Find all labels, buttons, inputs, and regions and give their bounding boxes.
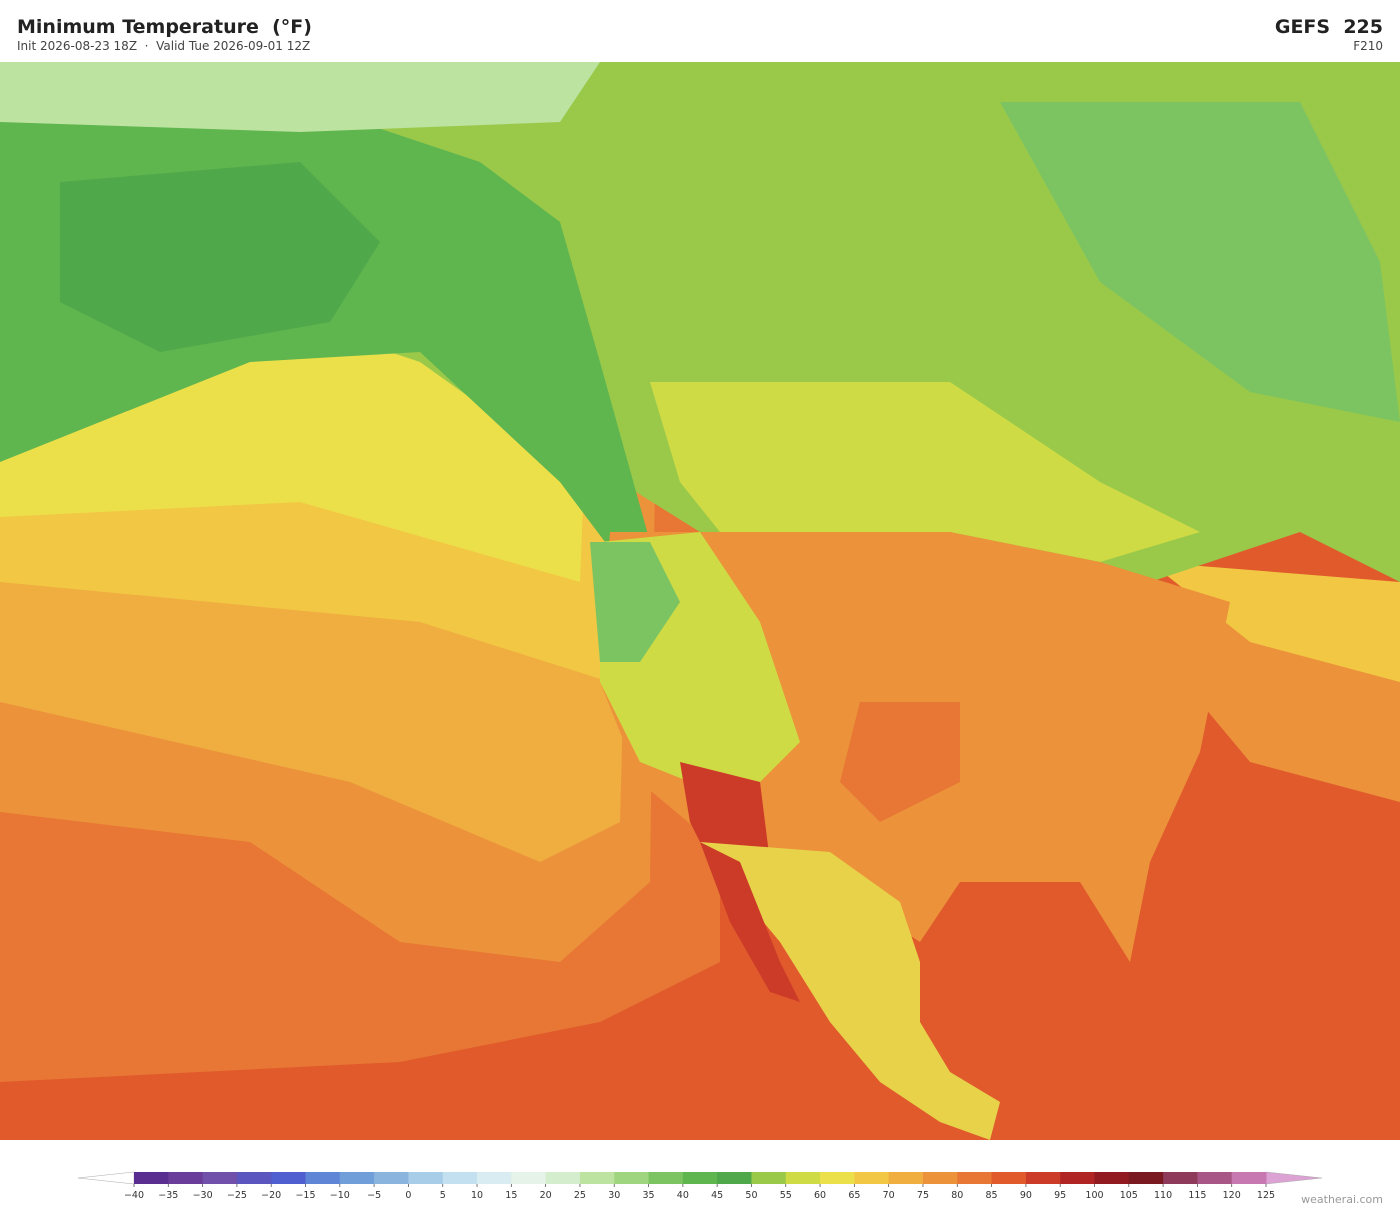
- colorbar-segment: [682, 1172, 718, 1184]
- colorbar-segment: [1094, 1172, 1130, 1184]
- colorbar-segment: [1231, 1172, 1267, 1184]
- colorbar-tick-label: 10: [471, 1190, 483, 1201]
- colorbar-tick-label: 70: [883, 1190, 895, 1201]
- land-warm: [840, 702, 960, 822]
- colorbar-tick-label: 120: [1223, 1190, 1241, 1201]
- colorbar-segment: [134, 1172, 169, 1184]
- colorbar-segment: [305, 1172, 341, 1184]
- colorbar-segment: [717, 1172, 752, 1184]
- title: Minimum Temperature (°F): [17, 16, 312, 38]
- colorbar-tick-label: 15: [505, 1190, 517, 1201]
- colorbar-segment: [442, 1172, 478, 1184]
- colorbar-segment: [271, 1172, 307, 1184]
- colorbar-tick-label: 115: [1188, 1190, 1206, 1201]
- colorbar-segment: [545, 1172, 581, 1184]
- colorbar-tick-label: 105: [1120, 1190, 1138, 1201]
- colorbar: −40 −35 −30 −25 −20 −15 −10 −5 0 5 10 15 20 25 30 35 40 4…: [77, 1171, 1323, 1201]
- colorbar-tick-label: −25: [227, 1190, 247, 1201]
- colorbar-tick-label: 0: [405, 1190, 411, 1201]
- colorbar-tick-label: −20: [261, 1190, 281, 1201]
- colorbar-segment: [614, 1172, 650, 1184]
- colorbar-tick-label: 20: [540, 1190, 552, 1201]
- colorbar-tick-label: 125: [1257, 1190, 1275, 1201]
- colorbar-tick-label: 45: [711, 1190, 723, 1201]
- colorbar-tick-label: −35: [158, 1190, 178, 1201]
- model-name: GEFS 225: [1274, 16, 1383, 38]
- colorbar-segment: [1025, 1172, 1061, 1184]
- ocean-band: [1150, 562, 1400, 682]
- land-cool: [590, 542, 680, 662]
- colorbar-tick-label: 30: [608, 1190, 620, 1201]
- colorbar-segment: [511, 1172, 547, 1184]
- colorbar-tick-label: −40: [124, 1190, 144, 1201]
- colorbar-segment: [888, 1172, 924, 1184]
- land-mild: [650, 382, 1200, 562]
- colorbar-tick-label: 75: [917, 1190, 929, 1201]
- colorbar-tick-label: 50: [745, 1190, 757, 1201]
- colorbar-segment: [339, 1172, 375, 1184]
- colorbar-segment: [1128, 1172, 1164, 1184]
- land-cool: [60, 162, 380, 352]
- colorbar-segment: [648, 1172, 684, 1184]
- colorbar-tick-label: −30: [193, 1190, 213, 1201]
- colorbar-tick-label: 65: [848, 1190, 860, 1201]
- colorbar-segment: [820, 1172, 855, 1184]
- colorbar-segment: [922, 1172, 958, 1184]
- colorbar-tick-label: 25: [574, 1190, 586, 1201]
- colorbar-tick-label: 80: [951, 1190, 963, 1201]
- colorbar-tick-label: 85: [986, 1190, 998, 1201]
- colorbar-segment: [1197, 1172, 1233, 1184]
- colorbar-segment: [579, 1172, 615, 1184]
- colorbar-tick-label: −15: [295, 1190, 315, 1201]
- colorbar-over: [1265, 1171, 1323, 1185]
- colorbar-segment: [374, 1172, 409, 1184]
- colorbar-tick-label: 35: [642, 1190, 654, 1201]
- land-cool: [0, 62, 600, 132]
- map: [0, 62, 1400, 1140]
- colorbar-segment: [408, 1172, 444, 1184]
- colorbar-segment: [785, 1172, 821, 1184]
- colorbar-tick-label: 5: [440, 1190, 446, 1201]
- colorbar-segment: [236, 1172, 272, 1184]
- land-mild: [700, 842, 1000, 1140]
- land-cool: [1000, 102, 1400, 422]
- colorbar-tick-label: 110: [1154, 1190, 1172, 1201]
- colorbar-segment: [751, 1172, 787, 1184]
- colorbar-segment: [1163, 1172, 1198, 1184]
- colorbar-tick-label: 60: [814, 1190, 826, 1201]
- colorbar-segment: [477, 1172, 512, 1184]
- colorbar-tick-label: 95: [1054, 1190, 1066, 1201]
- colorbar-tick-label: 40: [677, 1190, 689, 1201]
- colorbar-segment: [1060, 1172, 1095, 1184]
- credit: weatherai.com: [1301, 1193, 1383, 1206]
- land-hot: [700, 842, 800, 1002]
- colorbar-segment: [991, 1172, 1027, 1184]
- forecast-hour: F210: [1353, 39, 1383, 53]
- colorbar-tick-label: 55: [780, 1190, 792, 1201]
- colorbar-segment: [202, 1172, 238, 1184]
- colorbar-tick-label: −10: [330, 1190, 350, 1201]
- subtitle: Init 2026-08-23 18Z · Valid Tue 2026-09-…: [17, 39, 311, 53]
- colorbar-tick-label: 100: [1085, 1190, 1103, 1201]
- colorbar-segment: [168, 1172, 204, 1184]
- colorbar-under: [77, 1171, 135, 1185]
- colorbar-segment: [854, 1172, 890, 1184]
- colorbar-tick-label: −5: [367, 1190, 381, 1201]
- colorbar-segment: [957, 1172, 993, 1184]
- colorbar-tick-label: 90: [1020, 1190, 1032, 1201]
